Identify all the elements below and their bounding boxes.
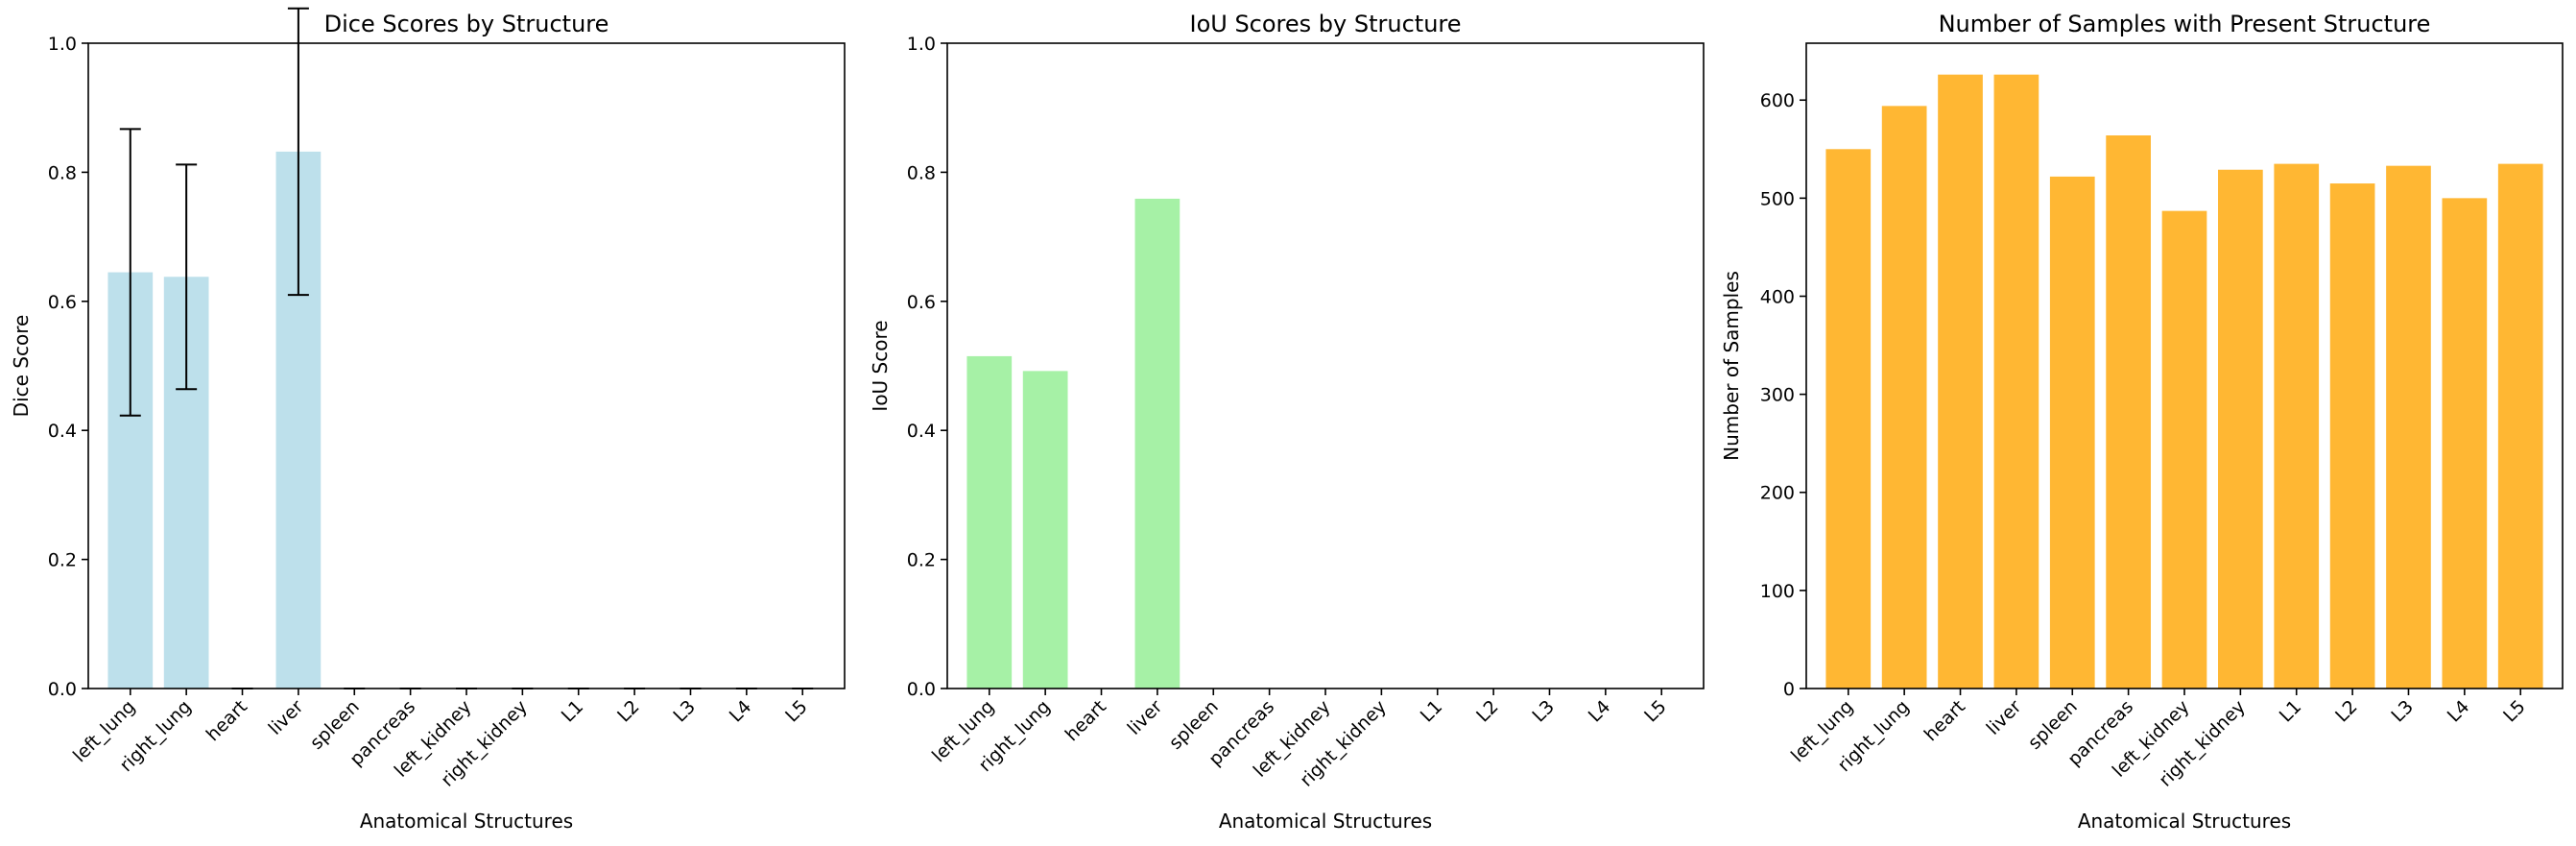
bar-liver xyxy=(1134,198,1181,689)
y-tick-label: 1.0 xyxy=(48,34,77,55)
y-tick-label: 0.6 xyxy=(48,292,77,313)
x-tick-label: L5 xyxy=(2499,696,2530,727)
y-tick-label: 0.4 xyxy=(48,421,77,442)
y-tick-label: 0.2 xyxy=(907,550,936,571)
x-tick-label: L5 xyxy=(781,696,812,727)
bar-right-lung xyxy=(1881,106,1927,689)
y-tick-label: 0 xyxy=(1783,679,1795,700)
y-tick-label: 600 xyxy=(1760,90,1795,111)
x-tick-label: L1 xyxy=(558,696,588,727)
x-tick-label: L4 xyxy=(726,696,756,727)
x-tick-label: L1 xyxy=(1417,696,1447,727)
error-bar-left-lung xyxy=(119,128,141,417)
x-tick-label: L3 xyxy=(1528,696,1559,727)
y-tick-label: 0.8 xyxy=(907,162,936,183)
chart-title: IoU Scores by Structure xyxy=(1189,11,1461,37)
error-bar-liver xyxy=(287,7,309,297)
x-tick-label: heart xyxy=(1920,696,1969,745)
x-tick-label: L2 xyxy=(1472,696,1503,727)
y-tick-label: 0.2 xyxy=(48,550,77,571)
y-axis-label: Number of Samples xyxy=(1720,271,1743,461)
x-tick-label: L4 xyxy=(2444,696,2474,727)
x-tick-label: liver xyxy=(265,696,308,739)
bar-spleen xyxy=(2049,176,2095,689)
y-axis-label: Dice Score xyxy=(10,315,33,418)
x-tick-label: heart xyxy=(203,696,251,745)
bar-right-lung xyxy=(1022,371,1068,689)
x-tick-label: L2 xyxy=(2331,696,2362,727)
bar-l5 xyxy=(2497,163,2543,689)
y-tick-label: 0.0 xyxy=(907,679,936,700)
y-tick-label: 0.0 xyxy=(48,679,77,700)
y-tick-label: 1.0 xyxy=(907,34,936,55)
y-tick-label: 500 xyxy=(1760,188,1795,209)
x-axis-label: Anatomical Structures xyxy=(360,810,573,833)
bar-left-lung xyxy=(966,355,1013,689)
x-axis-label: Anatomical Structures xyxy=(2078,810,2291,833)
x-tick-label: L3 xyxy=(669,696,700,727)
y-tick-label: 300 xyxy=(1760,385,1795,406)
x-tick-label: L4 xyxy=(1585,696,1615,727)
bar-liver xyxy=(1993,74,2039,689)
y-axis-label: IoU Score xyxy=(869,320,892,411)
chart-title: Number of Samples with Present Structure xyxy=(1939,11,2431,37)
y-tick-label: 100 xyxy=(1760,581,1795,602)
chart-title: Dice Scores by Structure xyxy=(324,11,609,37)
x-tick-label: L2 xyxy=(613,696,644,727)
x-tick-label: L5 xyxy=(1640,696,1671,727)
y-tick-label: 0.4 xyxy=(907,421,936,442)
bar-right-kidney xyxy=(2218,169,2263,689)
y-tick-label: 0.8 xyxy=(48,162,77,183)
y-tick-label: 0.6 xyxy=(907,292,936,313)
bar-heart xyxy=(1938,74,1983,689)
x-tick-label: liver xyxy=(1124,696,1167,739)
bar-pancreas xyxy=(2106,135,2151,689)
bar-l3 xyxy=(2386,165,2431,689)
bar-left-kidney xyxy=(2161,210,2207,689)
x-tick-label: liver xyxy=(1983,696,2026,739)
bar-l4 xyxy=(2442,198,2488,689)
bar-l1 xyxy=(2274,163,2320,689)
x-tick-label: L3 xyxy=(2387,696,2418,727)
y-tick-label: 200 xyxy=(1760,483,1795,504)
x-tick-label: heart xyxy=(1061,696,1110,745)
bar-l2 xyxy=(2329,183,2375,689)
x-axis-label: Anatomical Structures xyxy=(1219,810,1432,833)
error-bar-right-lung xyxy=(176,163,198,391)
y-tick-label: 400 xyxy=(1760,286,1795,307)
x-tick-label: L1 xyxy=(2276,696,2306,727)
bar-left-lung xyxy=(1825,149,1872,689)
